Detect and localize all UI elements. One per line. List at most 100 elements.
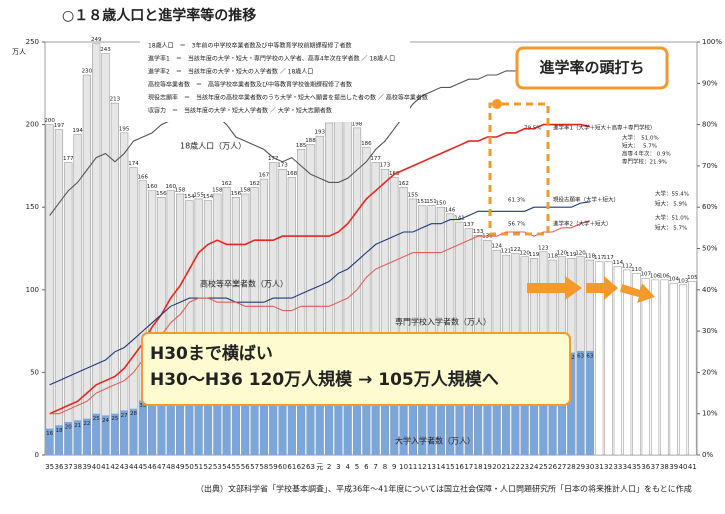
population-bar bbox=[120, 132, 129, 456]
x-tick-label: 46 bbox=[148, 463, 157, 471]
entrant-bar bbox=[222, 387, 231, 455]
x-tick-label: 52 bbox=[204, 463, 213, 471]
bar-value-label: 141 bbox=[454, 216, 465, 222]
x-tick-label: 42 bbox=[110, 463, 119, 471]
population-bar bbox=[110, 102, 119, 456]
entrant-bar bbox=[278, 387, 287, 455]
x-tick-label: 54 bbox=[222, 463, 231, 471]
entrant-bar bbox=[241, 387, 250, 455]
bar-value-label: 195 bbox=[119, 126, 130, 132]
bar-value-label: 28 bbox=[130, 411, 137, 417]
entrant-bar bbox=[83, 418, 91, 455]
bar-value-label: 158 bbox=[175, 187, 186, 193]
entrant-bar bbox=[371, 362, 380, 455]
entrant-bar bbox=[166, 390, 175, 455]
bar-value-label: 137 bbox=[464, 222, 475, 228]
bar-value-label: 177 bbox=[268, 156, 279, 162]
x-tick-label: 47 bbox=[157, 463, 166, 471]
bar-value-label: 16 bbox=[46, 431, 53, 437]
entrant-bar bbox=[157, 392, 166, 455]
bar-value-label: 158 bbox=[240, 187, 251, 193]
annotation: 専門学校：21.9% bbox=[622, 158, 667, 166]
x-tick-label: 40 bbox=[679, 463, 688, 471]
definition: 高校等卒業者数 ＝ 高等学校卒業者数及び中等教育学校後期課程修了者数 bbox=[148, 81, 352, 89]
area-label: 専門学校入学者数（万人） bbox=[395, 317, 491, 327]
x-tick-label: 21 bbox=[502, 463, 511, 471]
bar-value-label: 110 bbox=[631, 267, 642, 273]
bar-value-label: 200 bbox=[44, 118, 55, 124]
x-tick-label: 57 bbox=[250, 463, 259, 471]
x-tick-label: 17 bbox=[464, 463, 473, 471]
series-label: 大学入学者数（万人） bbox=[395, 436, 475, 446]
x-tick-label: 24 bbox=[530, 463, 539, 471]
population-bar bbox=[82, 74, 91, 456]
x-tick-label: 30 bbox=[585, 463, 594, 471]
bar-value-label: 62 bbox=[568, 355, 575, 361]
bar-value-label: 151 bbox=[426, 199, 437, 205]
bar-value-label: 177 bbox=[370, 156, 381, 162]
line-series bbox=[49, 70, 590, 216]
x-tick-label: 18 bbox=[474, 463, 483, 471]
callout-box bbox=[141, 332, 571, 406]
bar-value-label: 18 bbox=[55, 428, 62, 434]
line-series bbox=[49, 201, 590, 386]
bar-value-label: 243 bbox=[100, 47, 111, 53]
bar-value-label: 174 bbox=[128, 161, 139, 167]
x-tick-label: 35 bbox=[45, 463, 54, 471]
bar-value-label: 118 bbox=[585, 254, 596, 260]
x-tick-label: 55 bbox=[231, 463, 240, 471]
x-tick-label: 45 bbox=[138, 463, 147, 471]
x-tick-label: 2 bbox=[327, 463, 331, 471]
x-tick-label: 15 bbox=[446, 463, 455, 471]
bar-value-label: 197 bbox=[54, 123, 65, 129]
bar-value-label: 158 bbox=[212, 187, 223, 193]
series-label: 現役志願率（大学＋短大） bbox=[553, 196, 619, 204]
population-bar bbox=[669, 282, 678, 456]
x-tick-label: 4 bbox=[345, 463, 350, 471]
annotation: 61.3% bbox=[508, 198, 525, 204]
y-tick-label: 200 bbox=[26, 121, 39, 129]
entrant-bar bbox=[260, 387, 268, 455]
entrant-bar bbox=[64, 421, 73, 455]
bar-value-label: 25 bbox=[111, 416, 118, 422]
bar-value-label: 120 bbox=[557, 250, 568, 256]
annotation: 短大： 5.7% bbox=[622, 142, 657, 150]
x-tick-label: 39 bbox=[669, 463, 678, 471]
entrant-bar bbox=[176, 387, 184, 455]
x-tick-label: 40 bbox=[92, 463, 101, 471]
definition: 現役志願率 ＝ 当該年度の高校卒業者数のうち大学・短大へ願書を提出した者の数 ／… bbox=[148, 94, 428, 102]
bar-value-label: 63 bbox=[586, 353, 593, 359]
x-tick-label: 31 bbox=[595, 463, 604, 471]
bar-value-label: 194 bbox=[72, 128, 83, 134]
x-tick-label: 43 bbox=[120, 463, 129, 471]
bar-value-label: 160 bbox=[165, 184, 176, 190]
x-tick-label: 51 bbox=[194, 463, 203, 471]
y2-tick-label: 20% bbox=[702, 368, 718, 376]
arrow bbox=[586, 276, 618, 300]
callout-text: H30〜H36 120万人規模 → 105万人規模へ bbox=[150, 369, 499, 390]
bar-value-label: 24 bbox=[102, 418, 109, 424]
x-tick-label: 26 bbox=[548, 463, 557, 471]
x-tick-label: 27 bbox=[557, 463, 566, 471]
x-tick-label: 23 bbox=[520, 463, 529, 471]
entrant-bar bbox=[45, 428, 54, 455]
entrant-bar bbox=[362, 362, 371, 455]
bar-value-label: 185 bbox=[296, 143, 307, 149]
series-label: 進学率2（大学＋短大） bbox=[553, 220, 612, 228]
y2-tick-label: 80% bbox=[702, 121, 718, 129]
bar-value-label: 162 bbox=[221, 181, 232, 187]
x-tick-label: 41 bbox=[101, 463, 110, 471]
x-tick-label: 29 bbox=[576, 463, 585, 471]
x-tick-label: 10 bbox=[399, 463, 408, 471]
population-bar bbox=[101, 53, 110, 456]
bar-value-label: 21 bbox=[74, 423, 81, 429]
x-tick-label: 11 bbox=[408, 463, 417, 471]
annotation: 短大： 5.9% bbox=[655, 200, 687, 208]
entrant-bar bbox=[288, 387, 296, 455]
entrant-bar bbox=[399, 357, 408, 455]
entrant-bar bbox=[120, 410, 128, 455]
y-tick-label: 0 bbox=[35, 451, 39, 459]
x-tick-label: 60 bbox=[278, 463, 287, 471]
bar-value-label: 119 bbox=[566, 252, 577, 258]
y-tick-label: 50 bbox=[30, 368, 39, 376]
